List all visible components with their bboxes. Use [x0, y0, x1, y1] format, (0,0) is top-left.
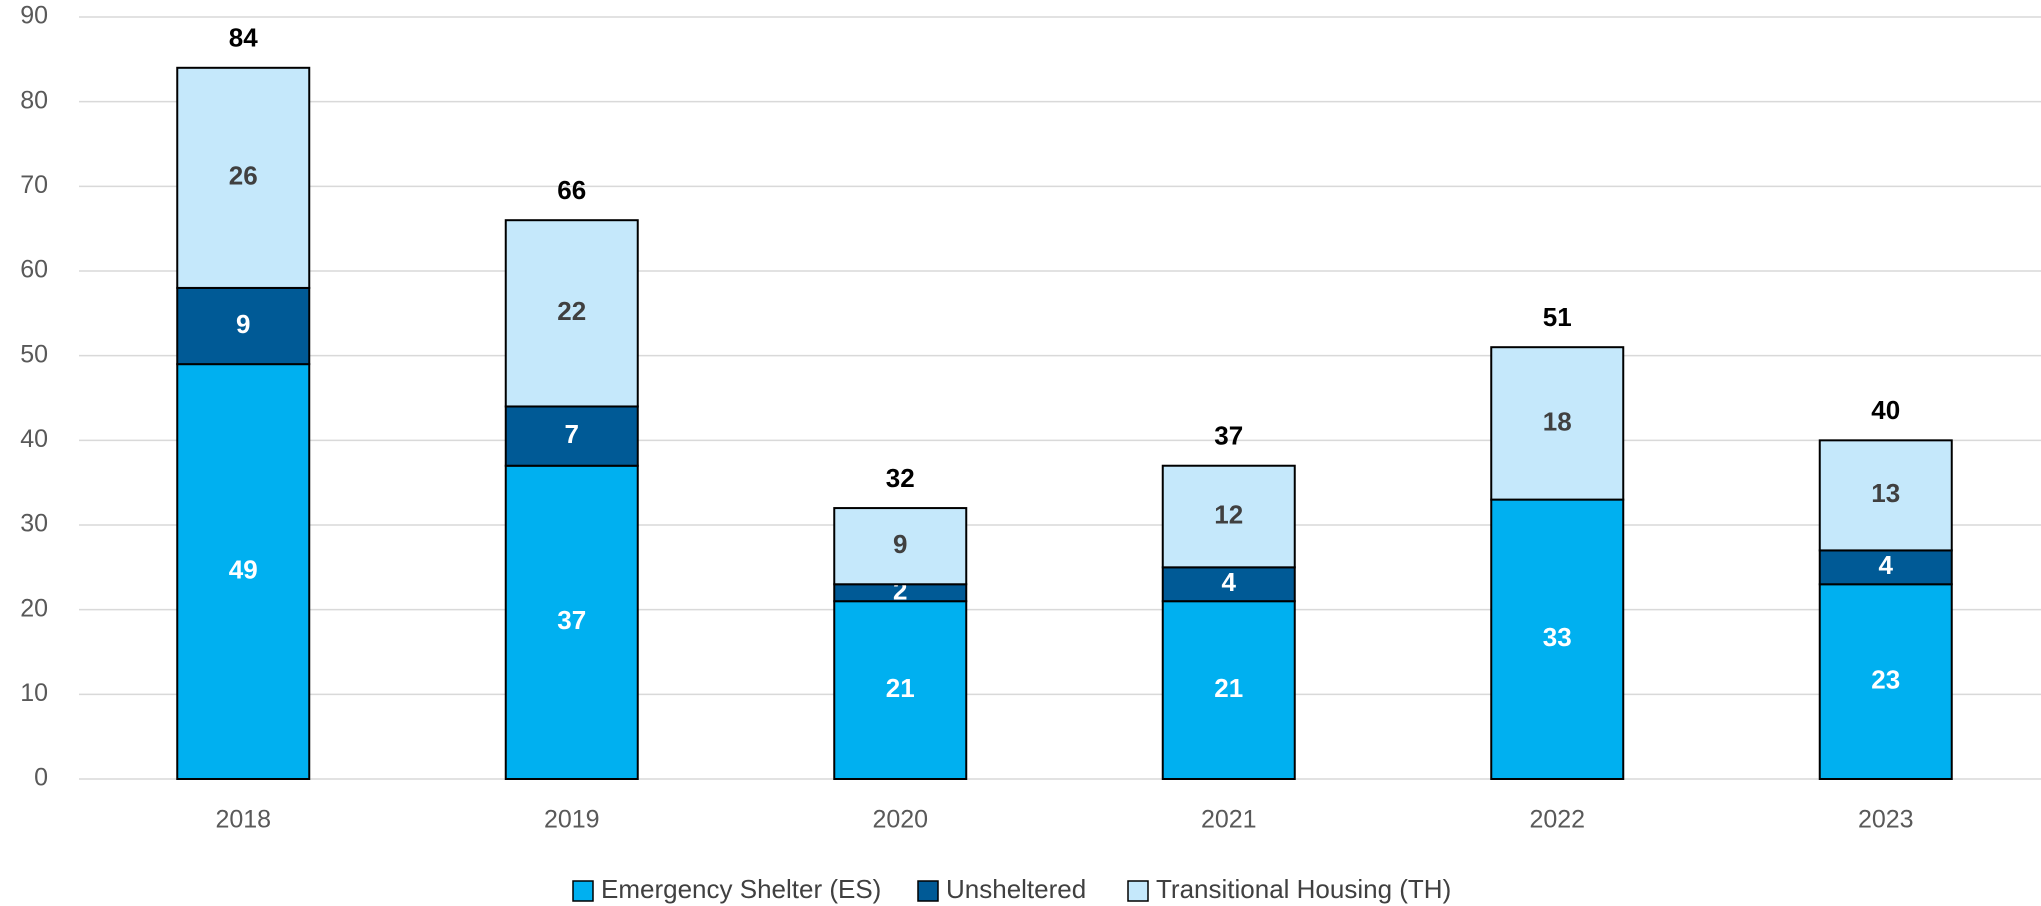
legend-swatch: [917, 880, 939, 902]
data-label: 21: [1214, 673, 1243, 703]
total-label: 40: [1871, 395, 1900, 425]
bar-segment: [1161, 600, 1296, 781]
y-tick-label: 20: [20, 594, 48, 622]
bar-segment: [504, 405, 639, 467]
y-tick-label: 50: [20, 340, 48, 368]
total-label: 84: [229, 23, 258, 53]
bar-segment: [504, 219, 639, 408]
total-label: 51: [1543, 302, 1572, 332]
data-label: 26: [229, 161, 258, 191]
data-label: 18: [1543, 406, 1572, 436]
data-label: 22: [557, 296, 586, 326]
y-tick-label: 0: [34, 764, 48, 792]
bar-segment: [1490, 498, 1625, 780]
data-label: 4: [1879, 550, 1894, 580]
legend-label: Emergency Shelter (ES): [601, 874, 881, 904]
data-label: 49: [229, 554, 258, 584]
data-label: 12: [1214, 499, 1243, 529]
data-label: 7: [565, 419, 579, 449]
legend-swatch: [572, 880, 594, 902]
x-tick-label: 2021: [1201, 806, 1257, 834]
data-label: 37: [557, 605, 586, 635]
legend-swatch: [1127, 880, 1149, 902]
legend-label: Unsheltered: [946, 874, 1086, 904]
bar-segment: [1818, 583, 1953, 780]
data-label: 21: [886, 673, 915, 703]
bar-segment: [1818, 439, 1953, 552]
total-label: 37: [1214, 421, 1243, 451]
data-label: 9: [236, 309, 250, 339]
data-label: 23: [1871, 665, 1900, 695]
x-tick-label: 2019: [544, 806, 600, 834]
bar-segment: [1161, 464, 1296, 569]
x-tick-label: 2023: [1858, 806, 1914, 834]
data-label: 33: [1543, 622, 1572, 652]
total-label: 66: [557, 175, 586, 205]
data-label: 4: [1222, 567, 1237, 597]
y-tick-label: 40: [20, 425, 48, 453]
y-tick-label: 10: [20, 679, 48, 707]
bar-segment: [833, 507, 968, 586]
x-tick-label: 2022: [1529, 806, 1585, 834]
y-tick-label: 70: [20, 171, 48, 199]
bar-segment: [176, 286, 311, 366]
total-label: 32: [886, 463, 915, 493]
bar-segment: [833, 600, 968, 781]
legend-label: Transitional Housing (TH): [1156, 874, 1451, 904]
y-tick-label: 60: [20, 256, 48, 284]
data-label: 9: [893, 529, 907, 559]
data-label: 13: [1871, 478, 1900, 508]
x-tick-label: 2020: [872, 806, 928, 834]
y-tick-label: 80: [20, 86, 48, 114]
bar-segment: [1490, 346, 1625, 501]
x-tick-label: 2018: [215, 806, 271, 834]
bar-segment: [504, 464, 639, 780]
y-tick-label: 30: [20, 510, 48, 538]
y-tick-label: 90: [20, 2, 48, 30]
bar-segment: [176, 66, 311, 289]
